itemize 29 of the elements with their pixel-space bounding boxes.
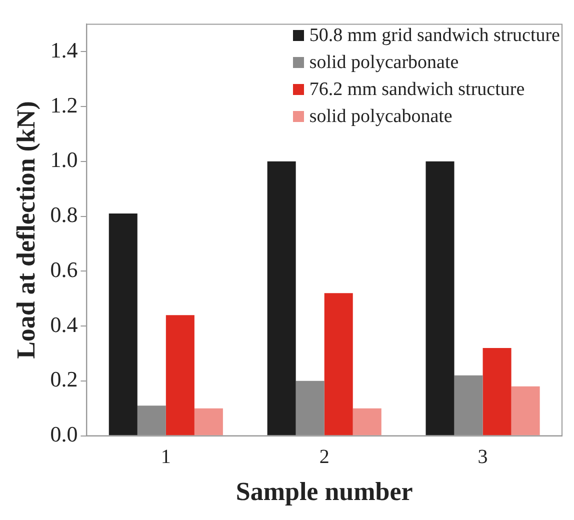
bar — [137, 406, 166, 436]
y-tick-label: 0.6 — [50, 256, 78, 282]
bar — [267, 161, 296, 436]
bar — [324, 293, 353, 436]
bar — [511, 386, 540, 436]
bar — [482, 348, 512, 436]
y-tick-label: 1.2 — [50, 92, 78, 118]
legend-label: 76.2 mm sandwich structure — [309, 78, 525, 102]
x-tick-label: 2 — [319, 446, 330, 468]
legend-label: solid polycabonate — [309, 105, 452, 129]
legend-label: solid polycarbonate — [309, 51, 459, 75]
x-axis-title: Sample number — [236, 477, 413, 506]
y-tick-label: 1.0 — [50, 147, 78, 172]
bar — [194, 408, 223, 436]
legend-label: 50.8 mm grid sandwich structure — [309, 24, 560, 48]
bar — [454, 375, 483, 436]
x-tick-label: 3 — [478, 446, 488, 468]
y-tick-label: 0.8 — [50, 202, 78, 228]
y-axis-title: Load at deflection (kN) — [11, 101, 40, 359]
y-tick-label: 0.0 — [50, 422, 78, 447]
bar — [352, 408, 382, 436]
bar — [296, 380, 324, 436]
bar — [166, 315, 194, 436]
x-tick-label: 1 — [160, 446, 171, 468]
bar — [426, 161, 454, 436]
bar — [108, 214, 138, 436]
y-tick-label: 0.2 — [50, 366, 78, 392]
y-tick-label: 1.4 — [50, 37, 78, 62]
y-tick-label: 0.4 — [50, 312, 78, 337]
